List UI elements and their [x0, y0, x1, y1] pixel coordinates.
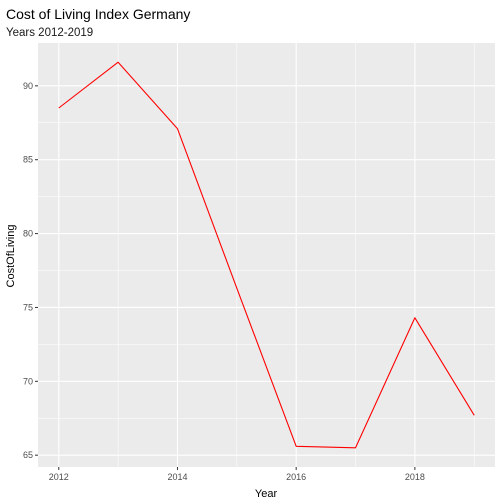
plot-panel: [38, 43, 495, 467]
chart-subtitle: Years 2012-2019: [6, 27, 93, 39]
series-line: [58, 61, 475, 449]
x-tick-label: 2016: [286, 472, 306, 482]
y-tick-label: 90: [23, 81, 33, 91]
y-tick-label: 80: [23, 229, 33, 239]
minor-gridlines: [38, 43, 495, 467]
y-tick-label: 65: [23, 450, 33, 460]
x-axis-title: Year: [255, 488, 278, 500]
y-axis-title: CostOfLiving: [5, 225, 17, 288]
x-tick-label: 2014: [167, 472, 187, 482]
major-gridlines: [38, 43, 495, 467]
x-tick-label: 2018: [405, 472, 425, 482]
y-axis: 65 70 75 80 85 90: [23, 81, 38, 460]
x-tick-label: 2012: [49, 472, 69, 482]
x-axis: 2012 2014 2016 2018: [49, 467, 425, 482]
series-layer: [58, 61, 475, 449]
y-tick-label: 75: [23, 302, 33, 312]
y-tick-label: 85: [23, 155, 33, 165]
y-tick-label: 70: [23, 376, 33, 386]
chart-title: Cost of Living Index Germany: [6, 6, 190, 22]
